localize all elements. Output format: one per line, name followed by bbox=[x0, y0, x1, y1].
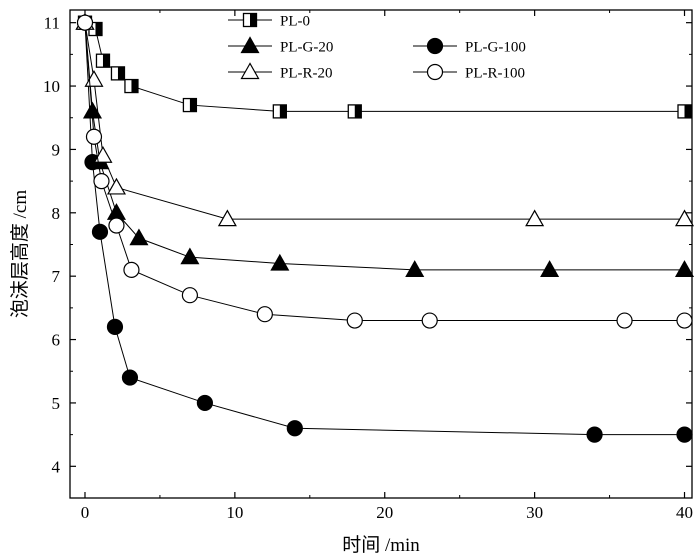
x-tick-label: 40 bbox=[676, 503, 693, 522]
legend: PL-0 PL-G-20 PL-G-100 PL-R-20 PL-R-100 bbox=[228, 12, 526, 82]
legend-item-pl-g-100: PL-G-100 bbox=[413, 37, 526, 56]
point-pl-r-100 bbox=[256, 306, 273, 323]
series-pl-r-20 bbox=[75, 12, 695, 227]
point-pl-r-20 bbox=[93, 146, 113, 163]
legend-item-pl-r-20: PL-R-20 bbox=[228, 62, 333, 82]
legend-label-pl-0: PL-0 bbox=[280, 14, 310, 30]
point-pl-0-fill bbox=[189, 98, 197, 112]
y-tick-label: 8 bbox=[52, 204, 61, 223]
point-pl-g-100 bbox=[91, 223, 109, 240]
point-pl-r-100 bbox=[108, 217, 125, 234]
point-pl-r-100 bbox=[76, 14, 94, 31]
point-pl-g-20 bbox=[129, 228, 149, 246]
x-tick-label: 10 bbox=[226, 503, 243, 522]
y-tick-label: 11 bbox=[44, 14, 60, 33]
y-tick-label: 7 bbox=[52, 267, 61, 286]
point-pl-g-20 bbox=[405, 260, 425, 277]
legend-label-pl-g-100: PL-G-100 bbox=[465, 40, 526, 56]
legend-marker-pl-g-20 bbox=[240, 36, 260, 54]
point-pl-0-fill bbox=[117, 66, 125, 80]
point-pl-g-100 bbox=[286, 420, 303, 437]
point-pl-r-100 bbox=[85, 128, 103, 145]
series-line-pl-r-100 bbox=[84, 22, 685, 322]
y-tick-label: 10 bbox=[43, 77, 60, 96]
point-pl-g-20 bbox=[180, 247, 200, 265]
point-pl-0-fill bbox=[95, 22, 102, 36]
point-pl-g-20 bbox=[540, 260, 560, 277]
legend-marker-pl-g-100 bbox=[426, 37, 444, 55]
y-tick-label: 4 bbox=[52, 457, 61, 476]
point-pl-r-20 bbox=[525, 209, 545, 227]
point-pl-g-100 bbox=[106, 318, 124, 335]
point-pl-g-100 bbox=[196, 394, 213, 412]
point-pl-g-100 bbox=[121, 369, 139, 386]
series-pl-r-100 bbox=[76, 14, 693, 329]
point-pl-g-20 bbox=[674, 260, 695, 277]
axis-ticks: 0 10 20 30 40 4 5 6 7 8 9 10 11 bbox=[43, 10, 693, 522]
x-tick-label: 20 bbox=[376, 503, 393, 522]
series-pl-g-20 bbox=[75, 12, 695, 277]
series-pl-g-100 bbox=[76, 14, 693, 443]
point-pl-r-100 bbox=[616, 312, 633, 329]
point-pl-r-20 bbox=[217, 209, 237, 227]
legend-label-pl-r-20: PL-R-20 bbox=[280, 66, 333, 82]
legend-marker-pl-r-100 bbox=[426, 63, 444, 81]
series-pl-0 bbox=[77, 15, 692, 119]
x-tick-label: 30 bbox=[526, 503, 543, 522]
x-axis-title: 时间 /min bbox=[342, 534, 420, 556]
point-pl-r-20 bbox=[674, 209, 695, 227]
plot-frame bbox=[69, 9, 693, 499]
point-pl-r-20 bbox=[106, 177, 126, 195]
point-pl-r-100 bbox=[93, 173, 110, 190]
point-pl-g-20 bbox=[270, 253, 290, 271]
point-pl-r-100 bbox=[346, 312, 363, 329]
point-pl-0-fill bbox=[131, 79, 138, 93]
series-line-pl-g-100 bbox=[84, 22, 685, 436]
point-pl-r-100 bbox=[421, 312, 438, 329]
point-pl-g-100 bbox=[676, 426, 693, 443]
series-line-pl-r-20 bbox=[84, 22, 685, 220]
legend-item-pl-g-20: PL-G-20 bbox=[228, 36, 333, 56]
series-layer bbox=[75, 12, 695, 443]
point-pl-0-fill bbox=[279, 104, 287, 118]
y-tick-label: 9 bbox=[52, 140, 61, 159]
legend-label-pl-r-100: PL-R-100 bbox=[465, 66, 525, 82]
legend-label-pl-g-20: PL-G-20 bbox=[280, 40, 333, 56]
y-axis-title: 泡沫层高度 /cm bbox=[9, 190, 31, 318]
x-tick-label: 0 bbox=[81, 503, 90, 522]
point-pl-g-100 bbox=[586, 426, 603, 443]
point-pl-r-100 bbox=[676, 312, 693, 329]
point-pl-0-fill bbox=[102, 54, 110, 68]
y-tick-label: 6 bbox=[52, 331, 61, 350]
point-pl-0-fill bbox=[684, 104, 692, 118]
series-line-pl-g-20 bbox=[84, 22, 685, 271]
point-pl-r-100 bbox=[123, 261, 140, 278]
y-tick-label: 5 bbox=[52, 394, 61, 413]
legend-item-pl-0: PL-0 bbox=[228, 12, 310, 30]
legend-marker-pl-0-fill bbox=[250, 13, 257, 27]
legend-item-pl-r-100: PL-R-100 bbox=[413, 63, 525, 82]
point-pl-r-100 bbox=[181, 287, 199, 304]
legend-marker-pl-r-20 bbox=[240, 62, 260, 80]
series-line-pl-0 bbox=[84, 22, 685, 112]
point-pl-0-fill bbox=[354, 104, 362, 118]
